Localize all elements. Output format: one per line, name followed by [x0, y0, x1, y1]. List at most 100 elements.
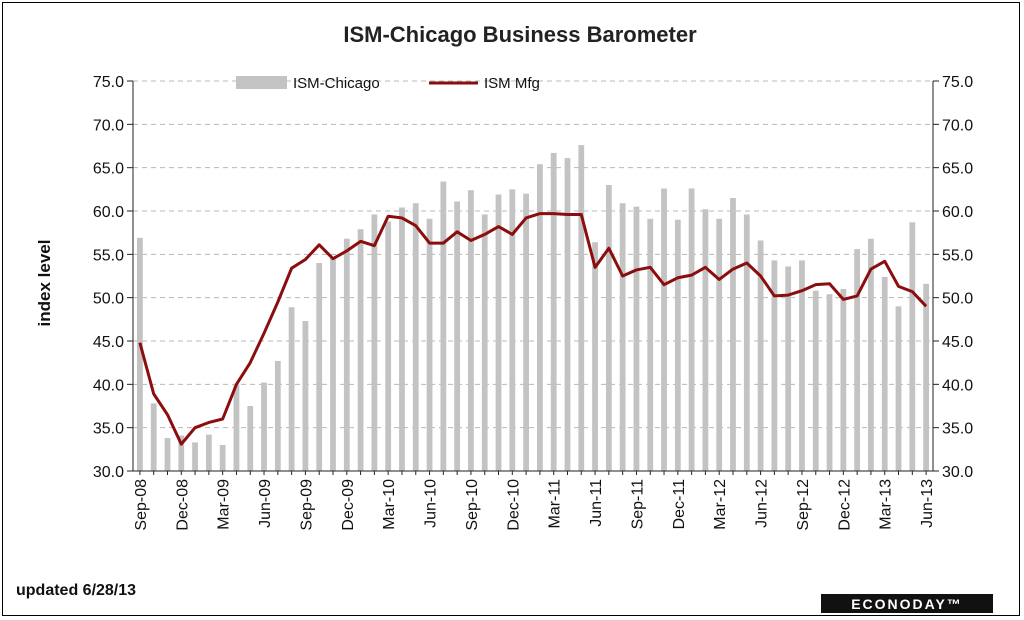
x-tick-label: Dec-11 [671, 479, 688, 529]
bar-ism-chicago [716, 218, 723, 471]
bar-ism-chicago [757, 240, 764, 471]
chart-title: ISM-Chicago Business Barometer [343, 22, 697, 47]
line-ism-mfg-path [138, 212, 928, 446]
y-tick-label-right: 30.0 [942, 464, 973, 481]
bar-ism-chicago [730, 198, 736, 471]
bar-ism-chicago [647, 218, 654, 471]
x-tick-label: Mar-12 [712, 479, 729, 530]
bar-ism-chicago [688, 188, 695, 471]
bar-ism-chicago [426, 218, 433, 471]
bar-ism-chicago [150, 403, 157, 471]
bar-ism-chicago [371, 214, 378, 471]
bar-ism-chicago [674, 219, 681, 471]
svg-text:ECONODAY™: ECONODAY™ [851, 596, 963, 612]
x-tick-label: Mar-10 [381, 479, 398, 530]
y-tick-label-left: 75.0 [93, 74, 124, 91]
bar-ism-chicago [481, 214, 488, 471]
bar-ism-chicago [868, 238, 874, 471]
bar-ism-chicago [743, 214, 750, 471]
bar-ism-chicago [895, 306, 902, 471]
bar-ism-chicago [702, 209, 709, 471]
bar-ism-chicago [302, 321, 309, 471]
x-tick-label: Sep-09 [298, 479, 315, 531]
bar-ism-chicago [178, 435, 185, 471]
bar-ism-chicago [578, 145, 585, 471]
legend-label-ism-chicago: ISM-Chicago [293, 75, 380, 92]
y-tick-label-right: 65.0 [942, 161, 973, 178]
line-ism-mfg [138, 212, 928, 446]
x-tick-label: Mar-13 [878, 479, 895, 530]
bar-ism-chicago [812, 290, 819, 471]
x-tick-label: Sep-10 [464, 479, 481, 531]
x-tick-label: Sep-12 [795, 479, 812, 531]
y-tick-label-left: 45.0 [93, 334, 124, 351]
bar-ism-chicago [550, 152, 557, 471]
x-axis-ticks: Sep-08 Dec-08 Mar-09 Jun-09 Sep-09 Dec-09 Mar-… [133, 471, 936, 531]
x-tick-label: Dec-09 [340, 479, 357, 531]
bar-ism-chicago [205, 434, 212, 471]
y-tick-label-left: 55.0 [93, 247, 124, 264]
bar-ism-chicago [592, 242, 598, 471]
x-tick-label: Dec-08 [174, 479, 191, 531]
updated-note: updated 6/28/13 [16, 582, 136, 599]
bar-ism-chicago [399, 207, 405, 471]
bar-ism-chicago [909, 222, 916, 471]
bar-ism-chicago [137, 237, 143, 471]
bar-ism-chicago [233, 384, 240, 471]
y-tick-label-left: 65.0 [93, 161, 124, 178]
bar-ism-chicago [412, 203, 419, 471]
bar-ism-chicago [440, 181, 447, 471]
x-tick-label: Sep-08 [133, 479, 150, 531]
bar-ism-chicago [619, 203, 626, 471]
x-tick-label: Dec-12 [836, 479, 853, 531]
y-tick-label-left: 60.0 [93, 204, 124, 221]
bar-ism-chicago [468, 190, 474, 471]
bar-ism-chicago [330, 257, 336, 471]
bar-ism-chicago [605, 185, 612, 471]
x-tick-label: Sep-11 [629, 479, 646, 530]
x-tick-label: Jun-11 [588, 479, 605, 527]
y-tick-label-left: 35.0 [93, 421, 124, 438]
x-tick-label: Dec-10 [505, 479, 522, 531]
econoday-logo: ECONODAY™ [821, 594, 993, 613]
bar-ism-chicago [343, 238, 350, 471]
bar-ism-chicago [840, 289, 847, 471]
bar-ism-chicago [771, 260, 778, 471]
axes [132, 81, 934, 472]
y-tick-label-right: 35.0 [942, 421, 973, 438]
y-axis-label: index level [35, 240, 54, 327]
y-tick-label-right: 40.0 [942, 377, 973, 394]
y-tick-label-right: 45.0 [942, 334, 973, 351]
y-tick-label-right: 70.0 [942, 117, 973, 134]
bar-ism-chicago [785, 266, 792, 471]
y-tick-label-left: 50.0 [93, 291, 124, 308]
bar-ism-chicago [454, 201, 461, 471]
legend: ISM-Chicago ISM Mfg [236, 75, 540, 92]
bar-ism-chicago [495, 194, 502, 471]
x-tick-label: Jun-09 [257, 479, 274, 528]
bar-ism-chicago [564, 158, 571, 471]
bar-ism-chicago [826, 294, 833, 471]
x-tick-label: Mar-09 [216, 479, 233, 530]
bar-ism-chicago [385, 221, 392, 471]
legend-label-ism-mfg: ISM Mfg [484, 75, 540, 92]
bar-ism-chicago [537, 164, 543, 471]
x-tick-label: Jun-10 [423, 479, 440, 528]
x-tick-label: Mar-11 [547, 479, 564, 529]
bar-ism-chicago [288, 307, 295, 471]
bar-ism-chicago [881, 276, 888, 471]
bar-ism-chicago [509, 189, 516, 471]
y-axis-right-ticks: 75.0 70.0 65.0 60.0 55.0 50.0 45.0 40.0 35.0 30.0 [933, 74, 973, 481]
x-tick-label: Jun-12 [754, 479, 771, 528]
bar-ism-chicago [219, 445, 226, 471]
y-tick-label-right: 55.0 [942, 247, 973, 264]
y-tick-label-left: 40.0 [93, 377, 124, 394]
x-tick-label: Jun-13 [919, 479, 936, 528]
legend-swatch-ism-chicago [236, 76, 287, 89]
y-tick-label-left: 70.0 [93, 117, 124, 134]
bar-ism-chicago [261, 382, 267, 471]
bar-ism-chicago [164, 438, 171, 471]
bar-ism-chicago [274, 360, 281, 471]
y-tick-label-right: 75.0 [942, 74, 973, 91]
